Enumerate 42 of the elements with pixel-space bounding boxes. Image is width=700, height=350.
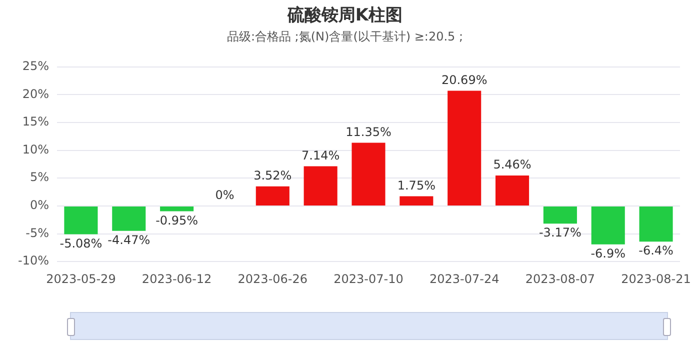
x-tick-label: 2023-06-12	[142, 272, 212, 286]
bar	[304, 166, 338, 206]
data-label: -6.4%	[638, 244, 674, 258]
y-tick-label: -5%	[26, 226, 49, 240]
bar	[160, 206, 194, 212]
y-tick-label: 0%	[30, 198, 49, 212]
y-tick-label: 10%	[22, 142, 49, 156]
y-tick-label: -10%	[18, 254, 49, 268]
data-label: -0.95%	[156, 213, 198, 228]
bar	[591, 206, 625, 244]
bar	[256, 186, 290, 206]
x-tick-label: 2023-07-24	[429, 272, 500, 286]
bar	[400, 196, 434, 206]
data-label: 0%	[215, 188, 234, 202]
x-tick-label: 2023-08-07	[525, 272, 596, 286]
data-label: 20.69%	[441, 72, 488, 87]
bar	[112, 206, 146, 231]
data-label: -6.9%	[590, 246, 626, 260]
data-label: -4.47%	[108, 232, 150, 247]
data-label: 7.14%	[302, 148, 340, 162]
chart-subtitle: 品级:合格品 ;氮(N)含量(以干基计) ≥:20.5 ;	[226, 30, 464, 44]
bar	[495, 176, 530, 206]
y-tick-label: 20%	[22, 86, 49, 101]
data-label: 11.35%	[346, 124, 392, 139]
data-label: 3.52%	[254, 168, 292, 182]
data-label: 1.75%	[397, 178, 436, 192]
y-tick-label: 5%	[30, 170, 49, 184]
chart-title: 硫酸铵周K柱图	[286, 6, 403, 26]
bar	[639, 206, 673, 242]
x-tick-label: 2023-08-21	[621, 272, 691, 286]
bar	[543, 206, 577, 224]
x-tick-label: 2023-07-10	[334, 272, 404, 286]
bar	[448, 90, 482, 206]
y-tick-label: 15%	[22, 114, 49, 129]
data-label: -3.17%	[538, 226, 582, 240]
y-tick-label: 25%	[22, 58, 49, 73]
x-tick-label: 2023-05-29	[46, 272, 116, 286]
x-tick-label: 2023-06-26	[238, 272, 308, 286]
data-label: 5.46%	[493, 158, 532, 172]
data-label: -5.08%	[60, 236, 102, 250]
bar	[64, 206, 98, 234]
bar	[352, 142, 386, 206]
